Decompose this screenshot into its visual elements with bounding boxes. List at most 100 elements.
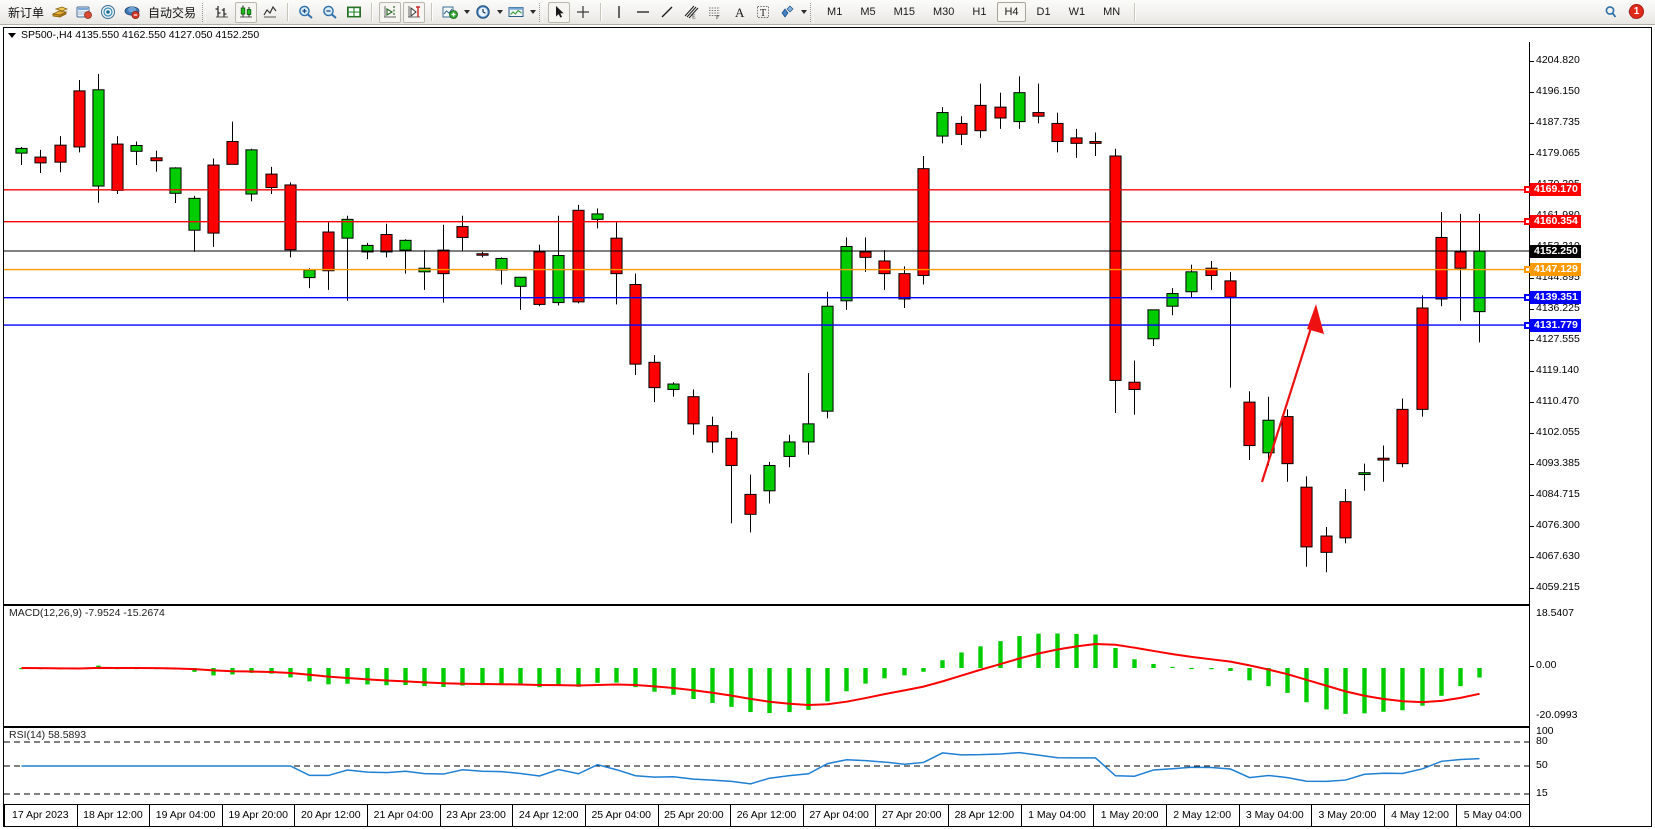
time-tick-mark [4,805,5,827]
chart-collapse-icon[interactable] [8,32,16,38]
price-tag-support-1[interactable]: 4139.351 [1530,291,1581,305]
equidistant-channel-icon[interactable]: E [680,2,702,23]
line-chart-icon[interactable] [259,2,281,23]
macd-histogram-bar [729,668,734,707]
gold-bars-icon[interactable] [49,2,71,23]
price-tag-support-2[interactable]: 4131.779 [1530,318,1581,332]
timeframe-m30[interactable]: M30 [933,6,955,18]
timeframe-m5[interactable]: M5 [860,6,876,18]
drag-handle-support-2[interactable] [1524,321,1531,329]
toolbar-grip[interactable] [202,2,207,22]
candle-body [1051,122,1064,143]
candle-body [898,273,911,300]
period-dropdown-caret-icon[interactable] [495,2,504,22]
drag-handle-support-1[interactable] [1524,294,1531,302]
time-tick-mark [1384,805,1385,827]
price-tag-resistance-1[interactable]: 4160.354 [1530,215,1581,229]
macd-histogram-bar [614,668,619,683]
price-tick-label: 4110.470 [1536,395,1580,408]
price-tick-label: 4067.630 [1536,550,1580,563]
drag-handle-pending-order[interactable] [1524,266,1531,274]
time-tick-mark [1166,805,1167,827]
macd-histogram-bar [1074,633,1079,668]
candle-body [169,167,182,194]
new-order-button[interactable]: 新订单 [8,5,45,20]
market-watch-icon[interactable] [73,2,95,23]
macd-tick-zero: 0.00 [1536,659,1557,671]
timeframe-m1[interactable]: M1 [827,6,843,18]
toolbar-grip-2[interactable] [539,2,544,22]
macd-pane[interactable]: MACD(12,26,9) -7.9524 -15.2674 [4,604,1529,724]
notification-bell-icon[interactable]: 1 [1624,2,1650,23]
candle-body [859,251,872,258]
chart-shift-icon[interactable] [379,1,402,23]
add-indicator-icon[interactable] [439,2,461,23]
trendline-icon[interactable] [656,2,678,23]
macd-histogram-bar [825,668,830,702]
macd-histogram-bar [1189,667,1194,670]
text-box-icon[interactable]: T [752,2,774,23]
price-tick-label: 4136.225 [1536,302,1580,315]
candle-body [476,253,489,256]
rsi-tick-80: 80 [1536,735,1548,747]
timeframe-h4[interactable]: H4 [997,2,1026,22]
candle-body [629,283,642,365]
timeframe-m15[interactable]: M15 [893,6,915,18]
bullish-arrow-annotation[interactable] [1260,304,1324,483]
drag-handle-resistance-1[interactable] [1524,218,1531,226]
templates-icon[interactable] [505,2,527,23]
price-tag-resistance-2[interactable]: 4169.170 [1530,183,1581,197]
data-window-icon[interactable] [97,2,119,23]
candle-body [1473,250,1486,313]
candle-body [974,104,987,132]
rsi-pane[interactable]: RSI(14) 58.5893 [4,726,1529,804]
candlestick-chart-icon[interactable] [235,1,258,23]
vertical-line-icon[interactable] [608,2,630,23]
macd-label: MACD(12,26,9) -7.9524 -15.2674 [9,607,165,619]
price-pane[interactable] [4,42,1529,603]
time-tick-label: 23 Apr 23:00 [446,809,506,821]
zoom-in-icon[interactable] [295,2,317,23]
candle-body [495,257,508,271]
time-tick-label: 5 May 04:00 [1463,809,1522,821]
macd-signal-line [21,642,1480,707]
autotrading-button[interactable]: 自动交易 [148,5,197,20]
drag-handle-resistance-2[interactable] [1524,186,1531,194]
autotrading-icon[interactable] [121,2,143,23]
candle-body [15,147,28,154]
chart-canvas[interactable]: SP500-,H4 4135.550 4162.550 4127.050 415… [3,27,1652,827]
templates-dropdown-caret-icon[interactable] [528,2,537,22]
fibonacci-icon[interactable]: F [704,2,726,23]
search-icon[interactable] [1600,2,1622,23]
timeframe-d1[interactable]: D1 [1036,6,1051,18]
candle-body [341,218,354,239]
candle-body [437,249,450,275]
macd-histogram-bar [978,646,983,668]
period-clock-icon[interactable] [472,2,494,23]
price-tag-pending-order[interactable]: 4147.129 [1530,263,1581,277]
candle-body [840,245,853,302]
chart-grid-icon[interactable] [343,2,365,23]
bar-chart-icon[interactable] [211,2,233,23]
time-tick-label: 4 May 12:00 [1391,809,1449,821]
macd-histogram-bar [1400,668,1405,711]
macd-zero-tick-mark [1530,666,1534,667]
shapes-dropdown-caret-icon[interactable] [799,2,808,22]
horizontal-line-icon[interactable] [632,2,654,23]
auto-scroll-icon[interactable] [403,1,426,23]
time-tick-mark [658,805,659,827]
zoom-out-icon[interactable] [319,2,341,23]
cursor-arrow-icon[interactable] [548,1,571,23]
indicator-dropdown-caret-icon[interactable] [462,2,471,22]
timeframe-w1[interactable]: W1 [1068,6,1086,18]
price-axis[interactable]: 4204.8204196.1504187.7354179.0654170.395… [1524,42,1651,826]
timeframe-mn[interactable]: MN [1103,6,1121,18]
toolbar-grip-3[interactable] [810,2,815,22]
timeframe-h1[interactable]: H1 [972,6,987,18]
shapes-icon[interactable] [776,2,798,23]
crosshair-icon[interactable] [572,2,594,23]
text-label-icon[interactable]: A [728,2,750,23]
time-axis[interactable]: 17 Apr 2023 18 Apr 12:00 19 Apr 04:00 19 Ap… [4,804,1529,827]
price-tag-current-price[interactable]: 4152.250 [1530,244,1581,258]
toolbar-separator-3 [431,3,434,21]
